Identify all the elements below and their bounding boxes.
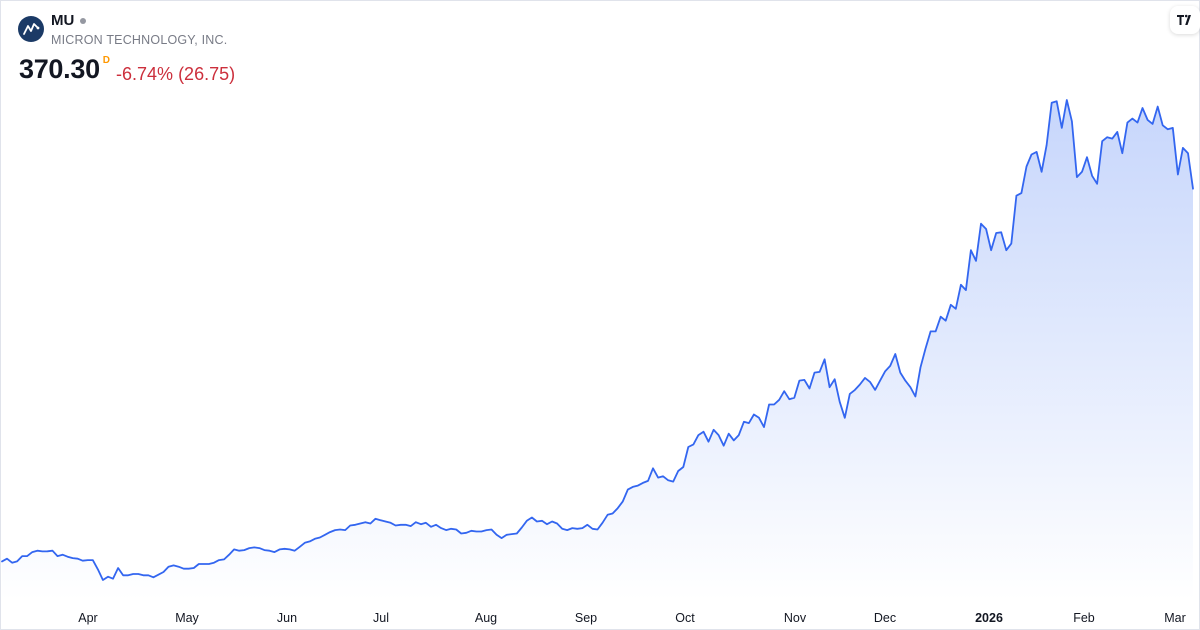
last-price: 370.30 <box>19 54 100 84</box>
price-change: -6.74% (26.75) <box>116 64 236 84</box>
x-tick-label: Jun <box>277 611 297 625</box>
company-name: MICRON TECHNOLOGY, INC. <box>51 33 228 47</box>
ticker-symbol[interactable]: MU <box>51 12 75 29</box>
x-tick-label: Aug <box>475 611 497 625</box>
x-tick-label: Mar <box>1164 611 1186 625</box>
x-tick-label: Jul <box>373 611 389 625</box>
price-flag: D <box>102 55 111 66</box>
x-tick-label: Feb <box>1073 611 1095 625</box>
price-area-fill <box>2 100 1193 600</box>
x-tick-label: May <box>175 611 199 625</box>
x-tick-label: Apr <box>78 611 97 625</box>
x-tick-label-year: 2026 <box>975 611 1003 625</box>
tradingview-logo-icon[interactable] <box>1170 6 1200 34</box>
x-tick-label: Nov <box>784 611 807 625</box>
x-tick-label: Oct <box>675 611 695 625</box>
price-line <box>1 99 1194 581</box>
x-tick-label: Sep <box>575 611 597 625</box>
x-tick-label: Dec <box>874 611 896 625</box>
micron-logo-icon <box>18 16 44 42</box>
x-axis: Apr May Jun Jul Aug Sep Oct Nov Dec 2026… <box>78 611 1185 625</box>
market-status-dot <box>80 18 87 24</box>
